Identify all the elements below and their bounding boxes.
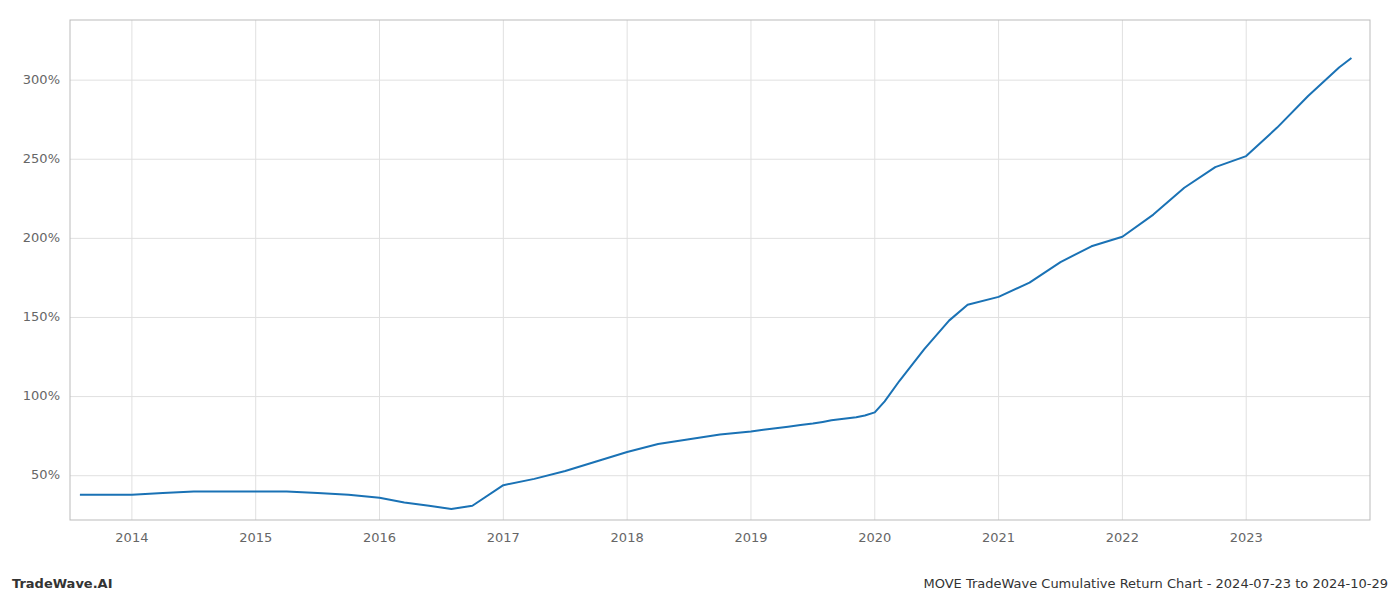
y-tick-label: 100% [23, 388, 60, 403]
grid-line-x [1246, 20, 1247, 520]
grid-line-x [503, 20, 504, 520]
grid-line-y [70, 80, 1370, 81]
grid [70, 20, 1370, 520]
x-tick-label: 2014 [115, 530, 148, 545]
grid-line-x [750, 20, 751, 520]
title: MOVE TradeWave Cumulative Return Chart -… [923, 576, 1388, 591]
x-tick-label: 2015 [239, 530, 272, 545]
y-tick-label: 50% [31, 467, 60, 482]
grid-line-x [627, 20, 628, 520]
x-tick-label: 2017 [487, 530, 520, 545]
grid-line-x [131, 20, 132, 520]
footer: TradeWave.AI MOVE TradeWave Cumulative Re… [12, 576, 1388, 591]
y-tick-label: 300% [23, 72, 60, 87]
grid-line-x [1122, 20, 1123, 520]
x-tick-label: 2019 [734, 530, 767, 545]
watermark: TradeWave.AI [12, 576, 113, 591]
x-tick-label: 2016 [363, 530, 396, 545]
grid-line-x [255, 20, 256, 520]
grid-line-y [70, 396, 1370, 397]
y-tick-label: 150% [23, 309, 60, 324]
grid-line-y [70, 159, 1370, 160]
y-tick-label: 250% [23, 151, 60, 166]
grid-line-x [874, 20, 875, 520]
series-group [80, 58, 1352, 509]
x-tick-label: 2022 [1106, 530, 1139, 545]
y-tick-label: 200% [23, 230, 60, 245]
grid-line-x [379, 20, 380, 520]
x-tick-label: 2023 [1230, 530, 1263, 545]
axes: 50% 100% 150% 200% 250% 300% 2014 2015 2016 2017 2… [23, 20, 1370, 545]
x-tick-label: 2020 [858, 530, 891, 545]
grid-line-y [70, 475, 1370, 476]
plot-frame [70, 20, 1370, 520]
x-tick-label: 2021 [982, 530, 1015, 545]
background [0, 0, 1400, 600]
grid-line-x [998, 20, 999, 520]
x-tick-label: 2018 [611, 530, 644, 545]
grid-line-y [70, 317, 1370, 318]
line [80, 58, 1352, 509]
grid-line-y [70, 238, 1370, 239]
chart: 50% 100% 150% 200% 250% 300% 2014 2015 2016 2017 2… [0, 0, 1400, 600]
